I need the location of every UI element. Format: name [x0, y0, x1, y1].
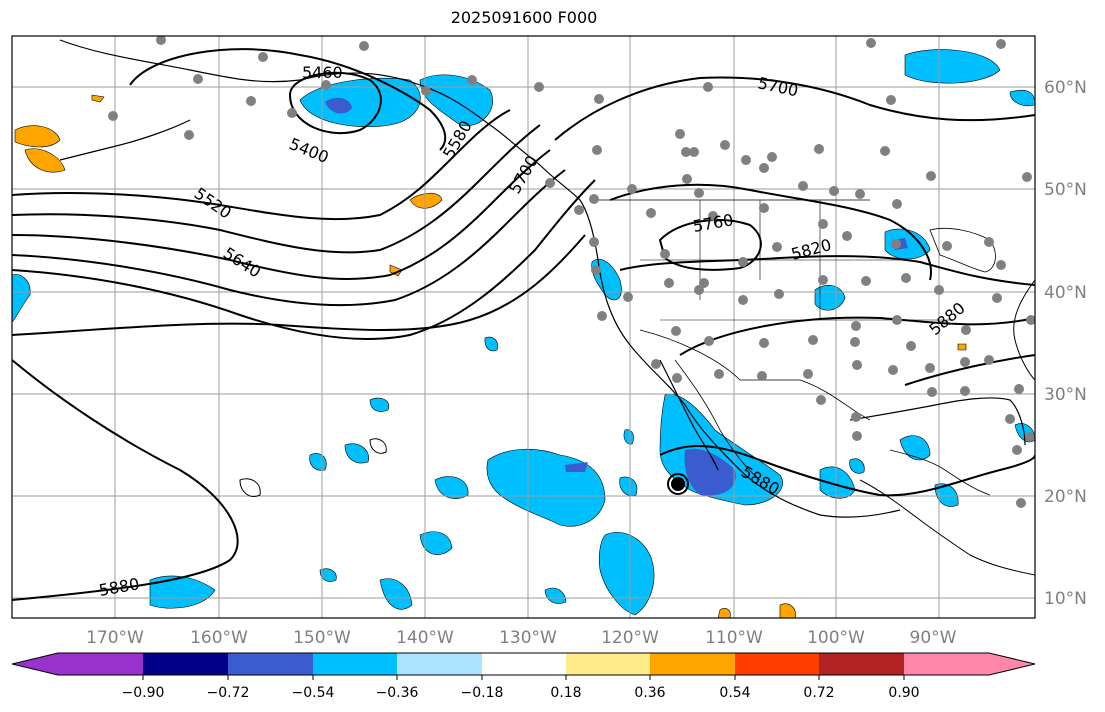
- lat-lon-grid: [12, 36, 1035, 618]
- colorbar-segment: [819, 653, 904, 675]
- colorbar-tick-label: 0.18: [550, 685, 581, 701]
- chart-title: 2025091600 F000: [450, 8, 598, 27]
- lon-label: 110°W: [705, 628, 763, 648]
- contour-label: 5460: [302, 63, 343, 82]
- lat-label: 50°N: [1044, 180, 1087, 200]
- colorbar-segment: [482, 653, 566, 675]
- lon-label: 170°W: [86, 628, 144, 648]
- colorbar-tick-label: −0.54: [292, 685, 335, 701]
- lon-label: 90°W: [910, 628, 957, 648]
- shaded-field: [12, 49, 1035, 618]
- colorbar-segment: [228, 653, 313, 675]
- colorbar-segment: [143, 653, 228, 675]
- colorbar-extend-min: [12, 653, 58, 675]
- colorbar-segment: [313, 653, 397, 675]
- colorbar-outline: [11, 652, 1036, 676]
- colorbar-tick-label: 0.90: [888, 685, 919, 701]
- lat-label: 10°N: [1044, 589, 1087, 609]
- colorbar-tick-label: 0.36: [634, 685, 665, 701]
- lon-label: 160°W: [190, 628, 248, 648]
- lon-label: 120°W: [601, 628, 659, 648]
- longitude-labels: 170°W 160°W 150°W 140°W 130°W 120°W 110°…: [86, 628, 957, 648]
- lat-label: 20°N: [1044, 487, 1087, 507]
- colorbar-segment: [735, 653, 819, 675]
- colorbar-tick-label: 0.72: [803, 685, 834, 701]
- low-center-marker: [671, 477, 685, 491]
- colorbar-segment: [650, 653, 735, 675]
- lat-label: 30°N: [1044, 385, 1087, 405]
- colorbar: −0.90 −0.72 −0.54 −0.36 −0.18 0.18 0.36 …: [11, 652, 1036, 701]
- station-dots: [108, 36, 1035, 508]
- colorbar-tick-label: −0.72: [207, 685, 250, 701]
- colorbar-segment: [566, 653, 650, 675]
- colorbar-tick-label: 0.54: [719, 685, 750, 701]
- coastlines: [59, 39, 1035, 576]
- map-frame: [11, 35, 1036, 619]
- lon-label: 100°W: [807, 628, 865, 648]
- lat-label: 60°N: [1044, 78, 1087, 98]
- map-background: [12, 36, 1035, 618]
- lat-label: 40°N: [1044, 283, 1087, 303]
- colorbar-extend-max: [989, 653, 1035, 675]
- colorbar-tick-label: −0.36: [376, 685, 419, 701]
- height-contours: [12, 48, 1035, 601]
- lon-label: 130°W: [499, 628, 557, 648]
- colorbar-segment: [58, 653, 143, 675]
- lon-label: 150°W: [293, 628, 351, 648]
- latitude-labels: 60°N 50°N 40°N 30°N 20°N 10°N: [1044, 78, 1087, 609]
- colorbar-segment: [904, 653, 989, 675]
- colorbar-segment: [397, 653, 482, 675]
- colorbar-tick-label: −0.90: [122, 685, 165, 701]
- lon-label: 140°W: [396, 628, 454, 648]
- colorbar-tick-label: −0.18: [461, 685, 504, 701]
